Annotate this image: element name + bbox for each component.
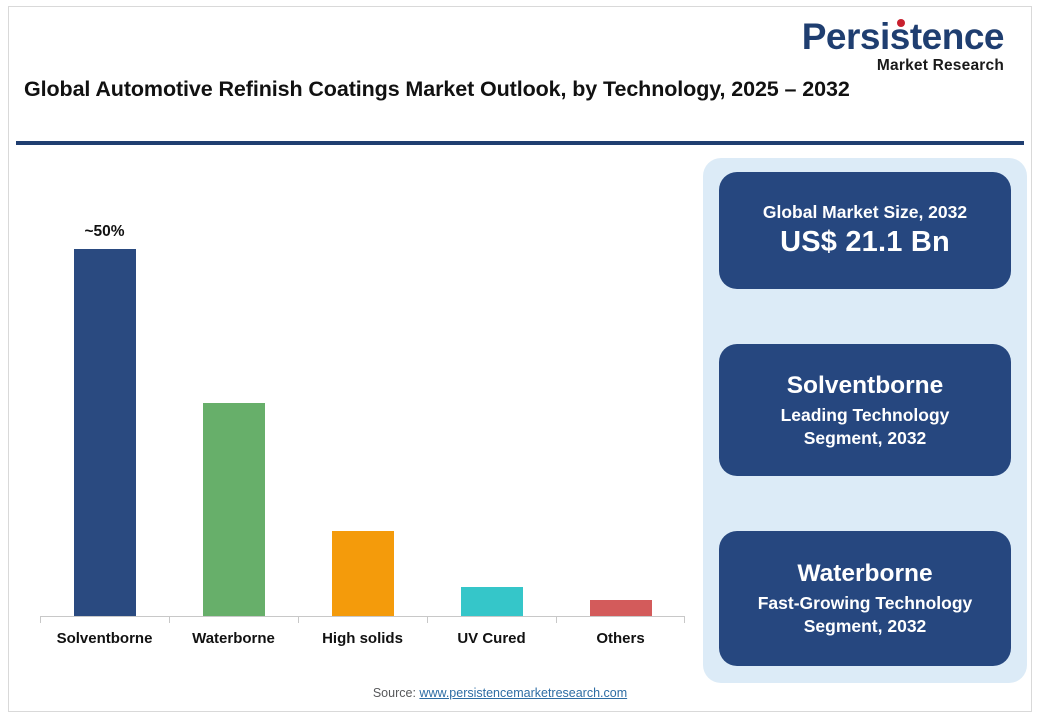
x-label-others: Others bbox=[596, 630, 645, 647]
highlight-card-fastest-segment: Waterborne Fast-Growing Technology Segme… bbox=[719, 531, 1011, 666]
bar-waterborne bbox=[202, 403, 265, 616]
page-title: Global Automotive Refinish Coatings Mark… bbox=[24, 77, 850, 101]
x-tick bbox=[556, 616, 557, 623]
x-label-uv-cured: UV Cured bbox=[457, 630, 526, 647]
title-divider bbox=[16, 141, 1024, 145]
card-1-line2: Leading Technology bbox=[780, 404, 950, 425]
card-0-line1: Global Market Size, 2032 bbox=[762, 201, 968, 222]
x-tick bbox=[427, 616, 428, 623]
x-label-waterborne: Waterborne bbox=[192, 630, 275, 647]
bar-value-solventborne: ~50% bbox=[84, 222, 125, 240]
x-tick bbox=[169, 616, 170, 623]
company-logo: Persistence Market Research bbox=[774, 18, 1005, 74]
card-1-line3: Segment, 2032 bbox=[803, 427, 927, 448]
x-tick bbox=[40, 616, 41, 623]
x-label-high-solids: High solids bbox=[322, 630, 403, 647]
bar-uv-cured bbox=[460, 586, 523, 616]
bar-high-solids bbox=[331, 530, 394, 616]
card-2-line3: Segment, 2032 bbox=[803, 616, 927, 637]
card-2-line2: Fast-Growing Technology bbox=[757, 593, 973, 614]
bar-chart: ~50% Solventborne Waterborne High solids UV… bbox=[0, 150, 700, 650]
x-label-solventborne: Solventborne bbox=[56, 630, 153, 647]
highlight-card-leading-segment: Solventborne Leading Technology Segment,… bbox=[719, 344, 1011, 476]
x-tick bbox=[684, 616, 685, 623]
logo-dot-icon bbox=[896, 19, 905, 27]
logo-tagline: Market Research bbox=[876, 57, 1004, 74]
x-tick bbox=[298, 616, 299, 623]
source-label: Source: bbox=[372, 686, 416, 700]
card-1-line1: Solventborne bbox=[786, 371, 944, 399]
highlights-panel: Global Market Size, 2032 US$ 21.1 Bn Sol… bbox=[703, 158, 1027, 683]
plot-area: ~50% Solventborne Waterborne High solids UV… bbox=[40, 190, 685, 647]
bar-solventborne bbox=[73, 248, 136, 616]
highlight-card-market-size: Global Market Size, 2032 US$ 21.1 Bn bbox=[719, 172, 1011, 289]
card-2-line1: Waterborne bbox=[797, 560, 933, 588]
bar-others bbox=[589, 599, 652, 616]
source-footer: Source: www.persistencemarketresearch.co… bbox=[0, 686, 1000, 700]
source-link[interactable]: www.persistencemarketresearch.com bbox=[419, 686, 628, 700]
x-axis-line bbox=[40, 616, 685, 617]
card-0-line2: US$ 21.1 Bn bbox=[780, 225, 950, 258]
logo-wordmark: Persistence bbox=[802, 18, 1005, 55]
